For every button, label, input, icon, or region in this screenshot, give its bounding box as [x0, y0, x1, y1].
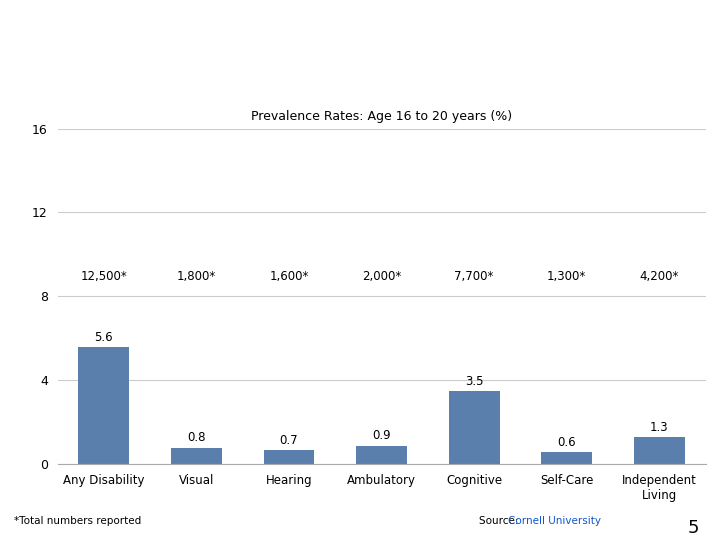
Bar: [78, 347, 130, 464]
Bar: [171, 448, 222, 464]
Text: 3.5: 3.5: [465, 375, 483, 388]
Bar: [264, 450, 315, 464]
Text: 0.6: 0.6: [557, 436, 576, 449]
Text: Prevalence of Disability Among Non-Institutionalized: Prevalence of Disability Among Non-Insti…: [40, 35, 680, 55]
Text: People Ages 16 to 20 in Utah in 2012: People Ages 16 to 20 in Utah in 2012: [135, 83, 585, 103]
Text: 1,600*: 1,600*: [269, 270, 309, 283]
Text: 1,300*: 1,300*: [547, 270, 586, 283]
Text: 5: 5: [688, 519, 699, 537]
Text: 0.7: 0.7: [279, 434, 298, 447]
Bar: [356, 446, 407, 464]
Text: 1,800*: 1,800*: [177, 270, 216, 283]
Text: 5.6: 5.6: [94, 330, 113, 343]
Bar: [634, 437, 685, 464]
Text: 12,500*: 12,500*: [81, 270, 127, 283]
Bar: [449, 391, 500, 464]
Text: 2,000*: 2,000*: [362, 270, 401, 283]
Text: 0.9: 0.9: [372, 429, 391, 442]
Title: Prevalence Rates: Age 16 to 20 years (%): Prevalence Rates: Age 16 to 20 years (%): [251, 110, 512, 123]
Text: 4,200*: 4,200*: [639, 270, 679, 283]
Bar: [541, 452, 592, 464]
Text: 7,700*: 7,700*: [454, 270, 494, 283]
Text: 1.3: 1.3: [650, 421, 669, 434]
Text: *Total numbers reported: *Total numbers reported: [14, 516, 142, 526]
Text: Cornell University: Cornell University: [508, 516, 600, 526]
Text: 0.8: 0.8: [187, 431, 206, 444]
Text: Source:: Source:: [479, 516, 521, 526]
